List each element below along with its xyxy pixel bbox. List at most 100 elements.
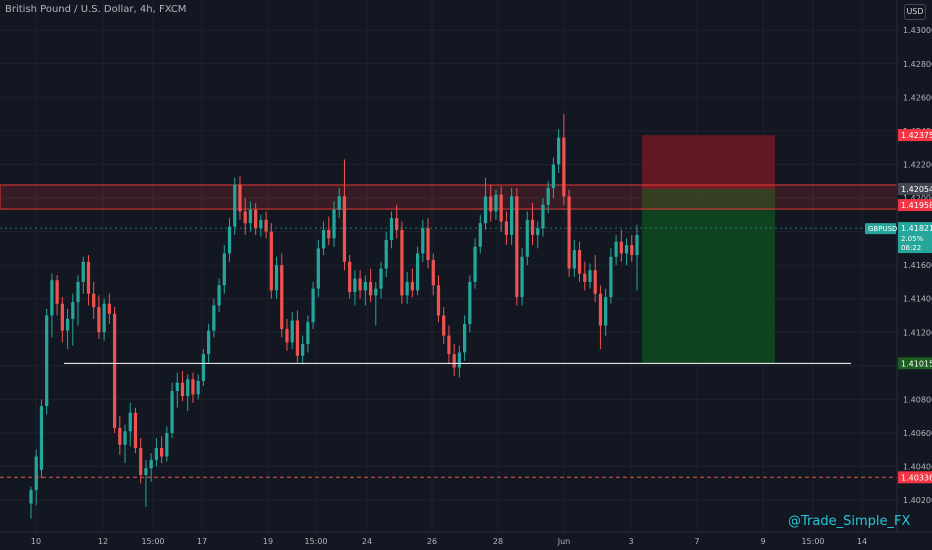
candle-body [112,313,117,428]
candle [201,349,206,386]
candle-body [536,228,540,235]
candle-body [436,285,441,316]
price-axis[interactable]: 1.430001.428001.426001.424001.422001.420… [903,26,932,505]
candle [510,187,514,246]
candle-body [510,196,514,235]
candle [572,239,576,277]
candle [71,293,75,346]
candle-body [50,280,54,316]
candle [353,270,357,306]
candle [290,312,294,350]
candle [60,297,64,343]
candle [473,238,477,289]
take-profit-zone[interactable] [642,188,775,364]
candle-body [139,448,143,475]
candle-body [34,456,38,491]
candle-body [405,281,409,296]
candle [577,241,582,282]
candle [154,438,158,467]
candle [337,187,341,219]
candle [530,203,535,246]
resistance-zone[interactable] [0,184,898,210]
candle [410,268,414,298]
candle [614,234,618,266]
candle [264,211,268,239]
candle [269,223,273,299]
candle-body [577,250,582,274]
currency-button[interactable]: USD [904,4,926,20]
candle [379,261,383,299]
price-tick-label: 1.42000 [903,194,932,203]
candle [285,318,289,351]
candle [520,248,524,306]
candle-body [353,278,357,293]
candle [630,234,634,262]
price-label-text: 1.40336 [901,473,932,482]
candle-body [619,241,623,254]
time-tick-label: 26 [427,537,437,546]
candle [452,344,456,376]
time-axis[interactable]: 10 12 15:00 17 19 15:00 24 26 28 Jun 3 7 9 15:00 14 [31,537,867,546]
price-tick-label: 1.40200 [903,496,932,505]
candle [65,308,70,350]
time-tick-label: 24 [362,537,372,546]
price-labels: 1.42375 1.42054 1.41958 1.41015 1.40336 GBPUS… [865,129,932,484]
candle-body [71,302,75,319]
candle [144,459,148,507]
candle [212,298,216,338]
candle-body [609,256,613,298]
time-tick-label: 15:00 [304,537,327,546]
change-percent: 2.05% [901,235,924,243]
candle-body [473,246,477,282]
candle-body [530,219,535,235]
candle-body [546,187,550,205]
candle-body [154,448,158,460]
candle-body [227,226,232,254]
candle-body [557,137,561,165]
candle [468,275,472,333]
candle [170,382,174,439]
candle [457,345,461,378]
symbol-title: British Pound / U.S. Dollar, 4h, FXCM [5,4,187,15]
candle-body [374,288,378,296]
candle-body [635,234,639,256]
candle-body [321,229,326,249]
candle-body [254,209,258,229]
candle-body [447,335,451,355]
candle-body [264,219,268,232]
candle-body [332,209,336,239]
candle-body [520,256,524,298]
candle-body [316,248,320,289]
candle [624,238,629,266]
drawings[interactable] [0,135,898,364]
candle-body [410,281,414,291]
candle-body [60,303,64,331]
candle-body [415,253,420,291]
candle-body [499,194,503,222]
candle-body [175,382,179,392]
candle [384,231,388,277]
level-lines[interactable] [0,227,897,478]
candle-body [426,228,430,261]
candle [118,416,122,455]
candle-body [102,303,106,333]
time-tick-label: 10 [31,537,41,546]
candle [619,229,623,262]
stop-loss-zone[interactable] [642,135,775,189]
candle [29,486,33,519]
candle [426,218,430,269]
candle [342,159,347,271]
candle-body [144,468,148,475]
time-tick-label: 9 [760,537,765,546]
candle-body [551,164,556,188]
price-tick-label: 1.41200 [903,328,932,337]
candle [557,129,561,173]
candle-body [97,307,101,333]
candle [536,221,540,249]
candle [327,216,331,246]
candle [45,308,49,415]
time-tick-label: 15:00 [141,537,164,546]
candle-body [604,297,608,326]
candle-body [180,382,185,397]
